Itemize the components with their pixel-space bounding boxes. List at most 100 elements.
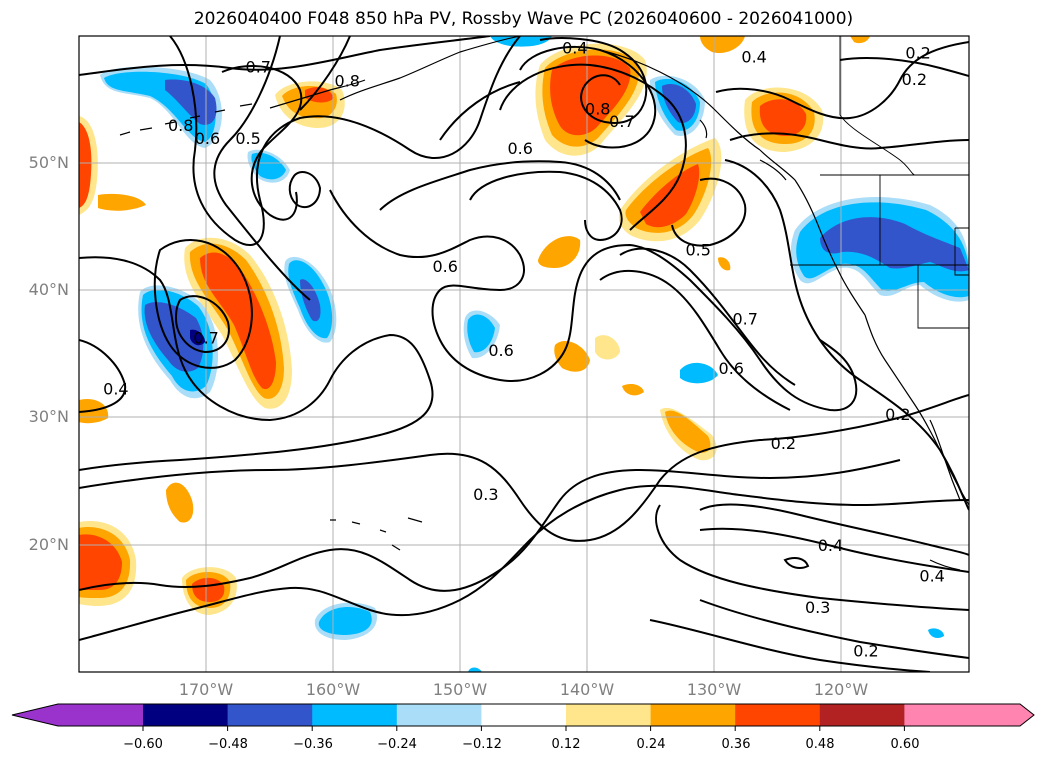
- border-state-4: [954, 227, 969, 276]
- map-frame: [78, 35, 970, 673]
- contour-label: 0.6: [432, 257, 457, 276]
- colorbar: [11, 703, 1035, 731]
- alaska-peninsula: [269, 79, 366, 109]
- pv-contours: [79, 36, 969, 672]
- contour-line: [839, 56, 969, 77]
- contour-line: [79, 339, 127, 413]
- colorbar-swatch: [227, 704, 313, 726]
- contour-label: 0.4: [562, 38, 587, 57]
- political-borders: [790, 36, 969, 329]
- colorbar-swatch: [312, 704, 398, 726]
- map-title: 2026040400 F048 850 hPa PV, Rossby Wave …: [193, 9, 854, 29]
- contour-label: 0.4: [818, 536, 843, 555]
- colorbar-swatches: [12, 704, 1034, 731]
- colorbar-swatch: [12, 704, 143, 726]
- coastlines: [119, 36, 969, 571]
- contour-label: 0.7: [609, 112, 634, 131]
- contour-label: 0.7: [733, 309, 758, 328]
- positive-anomaly-small-mid: [538, 236, 731, 461]
- contour-label: 0.8: [585, 100, 610, 119]
- contour-line: [329, 189, 858, 412]
- contour-line: [699, 599, 969, 659]
- contour-label: 0.6: [488, 341, 513, 360]
- se-alaska-coast: [599, 49, 761, 151]
- contour-label: 0.2: [771, 434, 796, 453]
- colorbar-tick: −0.60: [123, 737, 163, 752]
- colorbar-tick: −0.48: [208, 737, 248, 752]
- contour-line: [469, 170, 623, 242]
- positive-anomaly-bc-coast: [618, 138, 722, 242]
- contour-line: [79, 256, 434, 471]
- contour-line: [79, 459, 901, 592]
- haida-gwaii: [699, 119, 708, 139]
- contour-line: [79, 394, 969, 542]
- colorbar-swatch: [904, 704, 1034, 726]
- lon-label-130w: 130°W: [686, 680, 742, 699]
- contour-line: [699, 503, 969, 556]
- contour-line: [79, 36, 491, 76]
- contour-label: 0.5: [685, 241, 710, 260]
- us-west-coast: [864, 314, 969, 506]
- colorbar-swatch: [481, 704, 567, 726]
- contour-line: [299, 36, 351, 111]
- contour-label: 0.7: [246, 58, 271, 77]
- contour-line: [79, 484, 969, 641]
- contour-line: [619, 247, 796, 386]
- hawaii-islands: [330, 517, 423, 551]
- contour-line: [174, 295, 230, 354]
- contour-label: 0.6: [507, 139, 532, 158]
- contour-label: 0.3: [805, 598, 830, 617]
- contour-label: 0.2: [853, 641, 878, 660]
- contour-line: [783, 557, 810, 569]
- negative-anomaly-aleutian-west: [100, 66, 222, 148]
- positive-anomaly-ak-top: [700, 36, 870, 54]
- contour-label: 0.4: [741, 47, 766, 66]
- negative-anomaly-small-east: [314, 310, 944, 672]
- contour-line: [539, 37, 648, 124]
- contour-label: 0.8: [335, 72, 360, 91]
- contour-label: 0.7: [193, 328, 218, 347]
- contour-label: 0.4: [103, 379, 128, 398]
- contour-line: [519, 46, 657, 149]
- colorbar-outline: [11, 703, 1035, 727]
- colorbar-swatch: [650, 704, 736, 726]
- contour-label: 0.2: [885, 405, 910, 424]
- lon-label-120w: 120°W: [813, 680, 869, 699]
- contour-line: [699, 527, 969, 573]
- contour-label: 0.5: [235, 129, 260, 148]
- lon-label-150w: 150°W: [432, 680, 488, 699]
- lat-label-20n: 20°N: [28, 535, 69, 554]
- bc-coast: [759, 149, 866, 316]
- lat-label-40n: 40°N: [28, 280, 69, 299]
- mexico-coast: [929, 559, 961, 571]
- colorbar-swatch: [735, 704, 821, 726]
- vancouver-island: [759, 159, 787, 181]
- colorbar-swatch: [143, 704, 229, 726]
- colorbar-tick: 0.60: [890, 737, 920, 752]
- lon-label-160w: 160°W: [305, 680, 361, 699]
- colorbar-tick: −0.12: [462, 737, 502, 752]
- contour-line: [221, 65, 303, 221]
- colorbar-tick: 0.48: [805, 737, 835, 752]
- colorbar-swatch: [819, 704, 905, 726]
- baja-california: [929, 419, 961, 501]
- contour-line: [599, 269, 791, 411]
- contour-labels: 0.70.80.80.6 0.50.60.40.80.70.4 0.20.20.60…: [103, 38, 945, 660]
- map-plot-area: 0.70.80.80.6 0.50.60.40.80.70.4 0.20.20.60…: [79, 36, 969, 672]
- colorbar-swatch: [396, 704, 482, 726]
- contour-line: [671, 177, 747, 247]
- contour-label: 0.6: [719, 359, 744, 378]
- contour-line: [439, 81, 521, 141]
- contour-line: [288, 171, 322, 209]
- border-state-3: [917, 265, 969, 329]
- colorbar-tick: 0.12: [551, 737, 581, 752]
- colorbar-tick: −0.36: [293, 737, 333, 752]
- positive-anomaly-west-aleutians: [79, 116, 146, 215]
- contour-line: [729, 132, 969, 150]
- contour-label: 0.4: [919, 566, 944, 585]
- colorbar-swatch: [566, 704, 652, 726]
- lat-label-50n: 50°N: [28, 153, 69, 172]
- lon-label-140w: 140°W: [559, 680, 615, 699]
- aleutian-islands: [119, 103, 253, 136]
